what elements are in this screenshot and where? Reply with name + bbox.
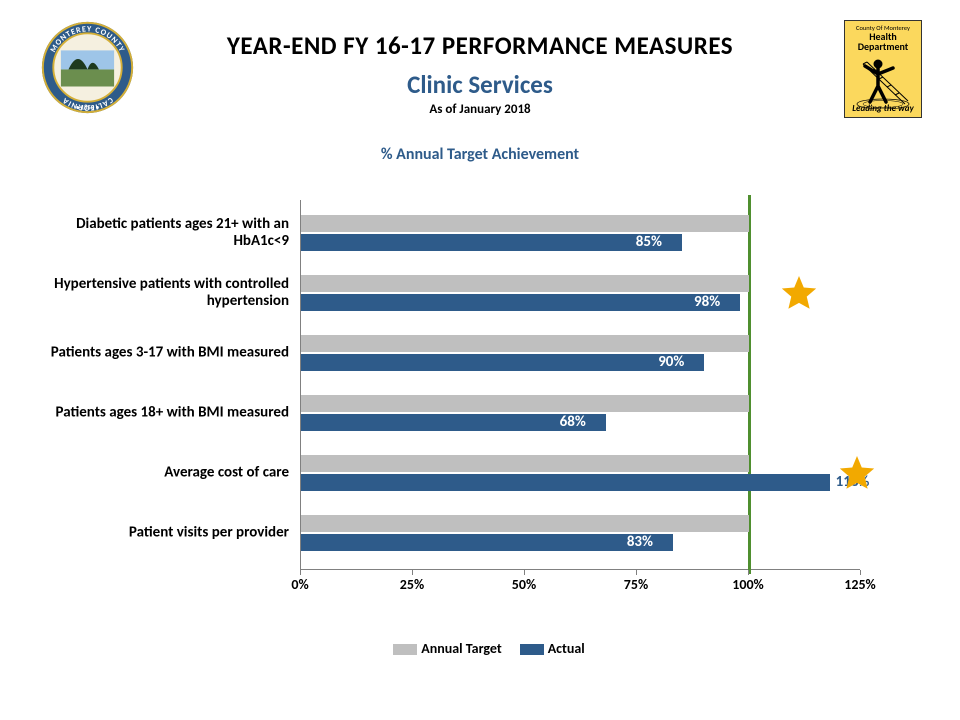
category-label: Patients ages 18+ with BMI measured (19, 404, 289, 421)
actual-bar (301, 294, 740, 311)
x-tick-mark (860, 570, 861, 575)
as-of-date: As of January 2018 (0, 102, 960, 117)
actual-bar (301, 354, 704, 371)
x-tick-mark (412, 570, 413, 575)
legend: Annual Target Actual (0, 640, 960, 657)
legend-label: Actual (548, 640, 585, 657)
category-label: Patient visits per provider (19, 524, 289, 541)
legend-swatch (520, 644, 544, 655)
value-label: 83% (627, 532, 653, 549)
value-label: 68% (560, 412, 586, 429)
actual-bar (301, 474, 830, 491)
x-tick-label: 125% (844, 576, 876, 593)
header: YEAR-END FY 16-17 PERFORMANCE MEASURES C… (0, 0, 960, 164)
target-bar (301, 395, 749, 412)
x-tick-mark (636, 570, 637, 575)
x-tick-label: 100% (732, 576, 764, 593)
bar-chart: Diabetic patients ages 21+ with an HbA1c… (300, 200, 860, 600)
target-bar (301, 335, 749, 352)
page-title: YEAR-END FY 16-17 PERFORMANCE MEASURES (0, 30, 960, 61)
category-label: Average cost of care (19, 464, 289, 481)
x-tick-mark (748, 570, 749, 575)
chart-row: Hypertensive patients with controlled hy… (301, 270, 860, 316)
x-tick-label: 0% (291, 576, 308, 593)
target-bar (301, 515, 749, 532)
actual-bar (301, 534, 673, 551)
target-bar (301, 275, 749, 292)
value-label: 90% (658, 352, 684, 369)
legend-swatch (393, 644, 417, 655)
x-tick-label: 75% (624, 576, 648, 593)
actual-bar (301, 234, 682, 251)
chart-row: Patient visits per provider83% (301, 510, 860, 556)
target-bar (301, 215, 749, 232)
chart-row: Patients ages 3-17 with BMI measured90% (301, 330, 860, 376)
chart-row: Diabetic patients ages 21+ with an HbA1c… (301, 210, 860, 256)
legend-label: Annual Target (421, 640, 501, 657)
star-icon (837, 453, 877, 493)
value-label: 85% (636, 232, 662, 249)
target-bar (301, 455, 749, 472)
category-label: Hypertensive patients with controlled hy… (19, 276, 289, 311)
x-tick-mark (300, 570, 301, 575)
value-label: 98% (694, 292, 720, 309)
star-icon (779, 273, 819, 313)
category-label: Diabetic patients ages 21+ with an HbA1c… (19, 216, 289, 251)
chart-row: Average cost of care118% (301, 450, 860, 496)
plot-area: Diabetic patients ages 21+ with an HbA1c… (300, 200, 860, 570)
chart-row: Patients ages 18+ with BMI measured68% (301, 390, 860, 436)
page-subtitle: Clinic Services (0, 69, 960, 100)
category-label: Patients ages 3-17 with BMI measured (19, 344, 289, 361)
x-tick-label: 25% (400, 576, 424, 593)
chart-title: % Annual Target Achievement (0, 145, 960, 164)
x-tick-mark (524, 570, 525, 575)
x-tick-label: 50% (512, 576, 536, 593)
